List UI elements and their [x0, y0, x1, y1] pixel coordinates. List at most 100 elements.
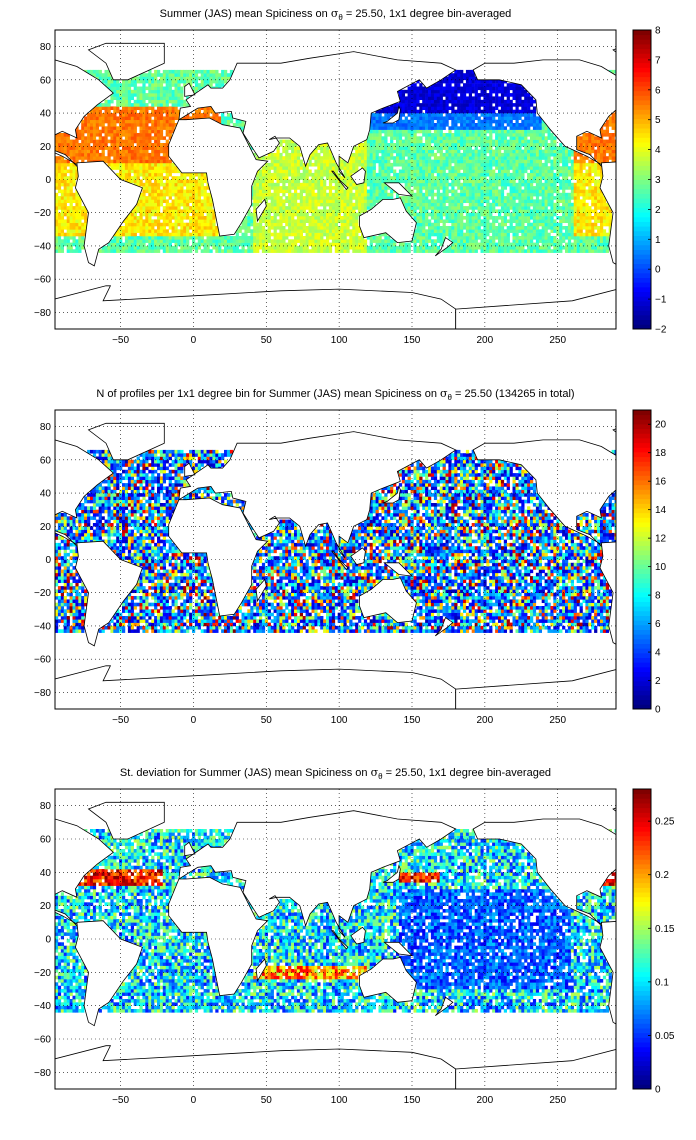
- data-cell: [75, 245, 79, 250]
- data-cell: [454, 69, 458, 74]
- data-cell: [416, 99, 420, 104]
- data-cell: [113, 236, 117, 240]
- data-cell: [200, 226, 204, 230]
- data-cell: [489, 226, 493, 230]
- data-cell: [139, 109, 143, 114]
- data-cell: [186, 222, 190, 227]
- data-cell: [267, 216, 271, 220]
- data-cell: [372, 136, 376, 140]
- data-cell: [495, 242, 499, 247]
- data-cell: [203, 186, 207, 190]
- data-cell: [489, 83, 493, 87]
- data-cell: [151, 126, 155, 130]
- data-cell: [189, 249, 193, 253]
- data-cell: [486, 239, 490, 243]
- data-cell: [174, 89, 178, 94]
- data-cell: [154, 129, 158, 134]
- data-cell: [492, 126, 496, 130]
- data-cell: [428, 186, 432, 190]
- data-cell: [334, 239, 339, 243]
- data-cell: [174, 216, 178, 220]
- data-cell: [448, 136, 452, 140]
- data-cell: [186, 216, 190, 220]
- data-cell: [107, 86, 111, 91]
- data-cell: [340, 162, 344, 167]
- data-cell: [422, 93, 426, 97]
- data-cell: [299, 189, 304, 194]
- data-cell: [465, 222, 470, 227]
- data-cell: [183, 226, 187, 230]
- data-cell: [154, 236, 158, 240]
- data-cell: [186, 249, 190, 253]
- data-cell: [425, 162, 429, 167]
- data-cell: [471, 143, 475, 147]
- data-cell: [396, 156, 400, 160]
- data-cell: [299, 162, 304, 167]
- data-cell: [413, 126, 417, 130]
- data-cell: [285, 149, 289, 154]
- data-cell: [122, 162, 126, 167]
- data-cell: [445, 226, 449, 230]
- data-cell: [355, 242, 359, 247]
- data-cell: [326, 222, 330, 227]
- data-cell: [127, 232, 132, 237]
- data-cell: [448, 79, 452, 84]
- data-cell: [122, 103, 126, 107]
- data-cell: [346, 202, 350, 207]
- data-cell: [326, 186, 330, 190]
- data-cell: [361, 162, 365, 167]
- data-cell: [358, 206, 362, 210]
- data-cell: [63, 182, 67, 187]
- data-cell: [142, 109, 146, 114]
- data-cell: [445, 89, 449, 94]
- data-cell: [337, 226, 341, 230]
- data-cell: [206, 196, 210, 200]
- data-cell: [183, 216, 187, 220]
- data-cell: [270, 156, 274, 160]
- data-cell: [154, 196, 158, 200]
- data-cell: [78, 236, 82, 240]
- data-cell: [133, 106, 137, 111]
- data-cell: [113, 86, 117, 91]
- data-cell: [215, 249, 219, 253]
- data-cell: [387, 162, 391, 167]
- data-cell: [419, 199, 423, 204]
- data-cell: [463, 113, 467, 117]
- data-cell: [209, 79, 213, 84]
- data-cell: [343, 159, 347, 164]
- data-cell: [422, 113, 426, 117]
- data-cell: [448, 139, 452, 144]
- data-cell: [189, 73, 193, 77]
- data-cell: [296, 162, 301, 167]
- data-cell: [90, 159, 94, 164]
- data-cell: [267, 209, 271, 214]
- data-cell: [460, 143, 464, 147]
- data-cell: [282, 149, 286, 154]
- data-cell: [84, 146, 88, 150]
- data-cell: [349, 242, 353, 247]
- data-cell: [288, 209, 292, 214]
- data-cell: [145, 166, 149, 170]
- data-cell: [436, 159, 441, 164]
- data-cell: [206, 222, 210, 227]
- data-cell: [317, 146, 321, 150]
- data-cell: [241, 236, 245, 240]
- data-cell: [215, 79, 219, 84]
- data-cell: [273, 239, 277, 243]
- data-cell: [317, 229, 321, 233]
- data-cell: [238, 226, 242, 230]
- data-cell: [148, 69, 152, 74]
- data-cell: [369, 152, 373, 157]
- data-cell: [492, 152, 496, 157]
- data-cell: [162, 123, 167, 127]
- data-cell: [276, 182, 280, 187]
- data-cell: [264, 179, 269, 184]
- data-cell: [55, 186, 59, 190]
- data-cell: [139, 179, 143, 184]
- data-cell: [468, 139, 473, 144]
- data-cell: [352, 169, 356, 174]
- data-cell: [60, 222, 65, 227]
- data-cell: [276, 232, 280, 237]
- data-cell: [151, 86, 155, 91]
- data-cell: [489, 143, 493, 147]
